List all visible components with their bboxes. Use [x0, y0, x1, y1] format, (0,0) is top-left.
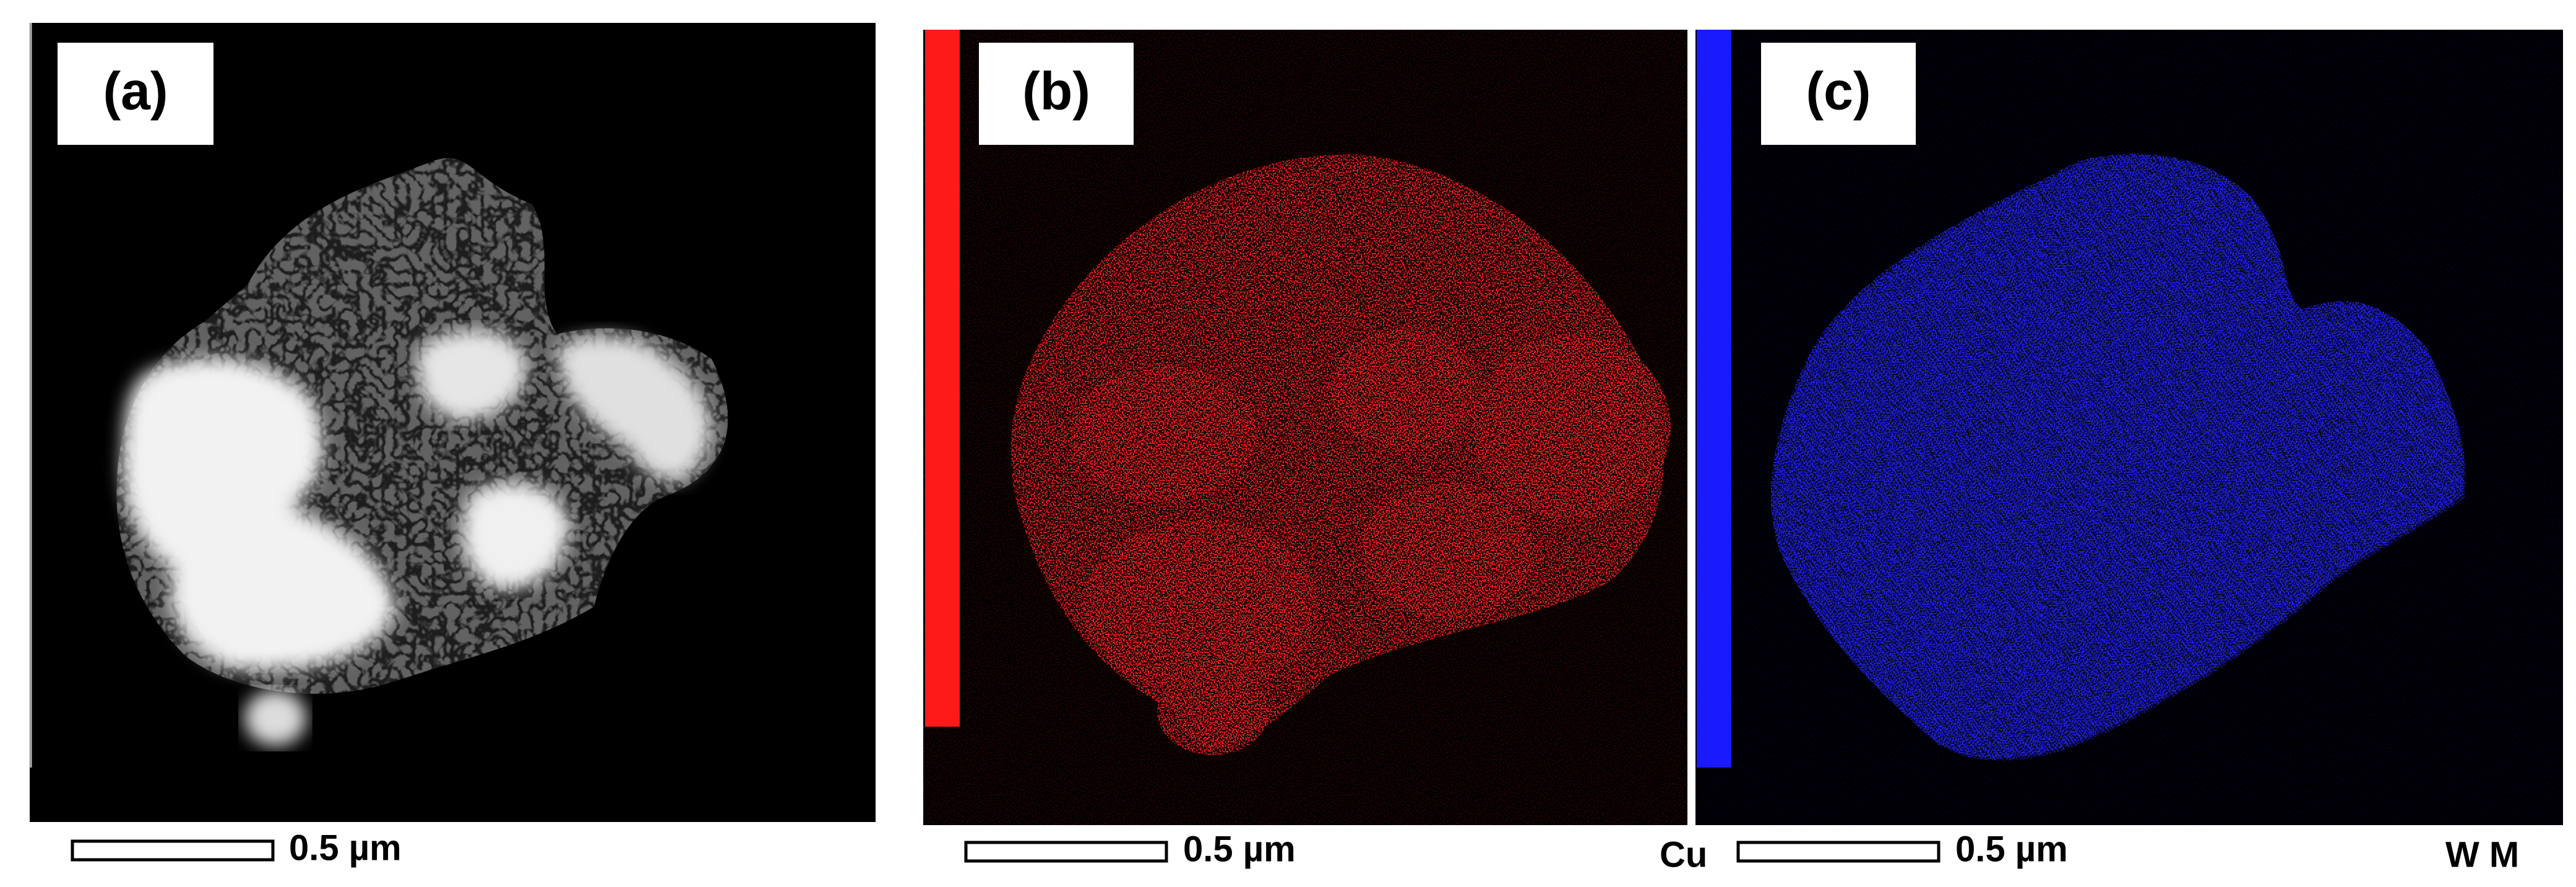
label-box	[1761, 43, 1916, 145]
scale-bar-label: 0.5 µm	[289, 828, 402, 868]
panel-label: (c)	[1806, 62, 1871, 121]
cu-map	[923, 30, 1687, 825]
particle-a	[116, 158, 728, 746]
label-box	[979, 43, 1134, 145]
label-box	[58, 43, 213, 145]
element-label: Cu	[1660, 834, 1707, 875]
w-map	[1695, 30, 2563, 825]
scale-bar-label: 0.5 µm	[1183, 829, 1296, 869]
scale-bar	[71, 839, 275, 862]
scale-bar	[964, 841, 1168, 863]
scale-bar	[1736, 841, 1941, 863]
element-label: W M	[2445, 834, 2519, 875]
scale-bar-label: 0.5 µm	[1955, 829, 2068, 869]
panel-label: (a)	[103, 62, 168, 121]
panel-label: (b)	[1022, 62, 1090, 121]
